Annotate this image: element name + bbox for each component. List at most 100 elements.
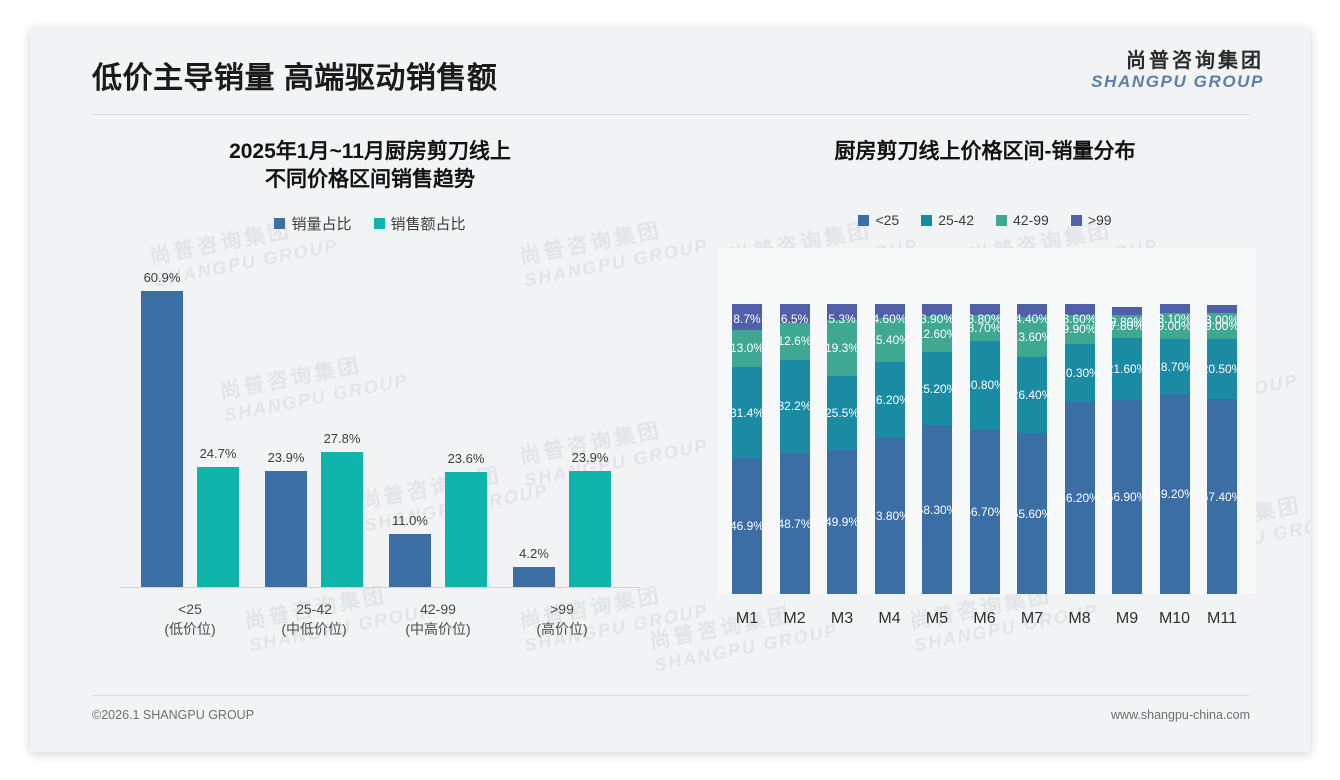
- legend-item-42-99[interactable]: 42-99: [996, 212, 1049, 228]
- stack-segment-value-label: 66.90%: [1106, 490, 1148, 505]
- stack-segment->99: 3.60%: [1062, 304, 1097, 326]
- stack-segment-value-label: 25.20%: [916, 381, 958, 396]
- stack-segment-25-42: 21.60%: [1107, 337, 1147, 401]
- stack-segment-<25: 53.80%: [869, 438, 910, 595]
- stack-segment-value-label: 69.20%: [1154, 487, 1195, 501]
- stacked-bar-M9[interactable]: 66.90% 21.60% 7.80% 2.80%: [1107, 304, 1147, 595]
- bar-销量占比-25-42[interactable]: 23.9%: [265, 258, 307, 587]
- x-axis-label-42-99: 42-99 (中高价位): [382, 599, 494, 640]
- legend-item-销量占比[interactable]: 销量占比: [274, 213, 352, 234]
- legend-label: >99: [1087, 212, 1112, 229]
- footer-copyright: ©2026.1 SHANGPU GROUP: [92, 708, 255, 722]
- bar-rect: [445, 471, 487, 587]
- stack-segment-25-42: 25.20%: [917, 352, 957, 426]
- bar-销量占比->99[interactable]: 4.2%: [513, 258, 555, 587]
- legend-item->99[interactable]: >99: [1070, 212, 1112, 229]
- bar-销售额占比->99[interactable]: 23.9%: [569, 258, 611, 587]
- stacked-bar-M3[interactable]: 49.9% 25.5% 19.3% 5.3%: [825, 304, 859, 595]
- stack-segment-<25: 46.9%: [729, 458, 765, 595]
- bar-rect: [321, 451, 363, 587]
- legend-swatch-icon: [921, 214, 933, 226]
- left-chart-title-line2: 不同价格区间销售趋势: [265, 168, 475, 192]
- stacked-bar-M5[interactable]: 58.30% 25.20% 12.60% 3.90%: [917, 304, 957, 595]
- stack-segment-value-label: 9.00%: [1157, 319, 1192, 334]
- x-axis-label-M9: M9: [1115, 610, 1139, 628]
- bar-销售额占比-<25[interactable]: 24.7%: [197, 258, 239, 587]
- stacked-bar-M4[interactable]: 53.80% 26.20% 15.40% 4.60%: [869, 304, 910, 595]
- stacked-bar-M2[interactable]: 48.7% 32.2% 12.6% 6.5%: [777, 304, 812, 595]
- bar-销量占比-42-99[interactable]: 11.0%: [389, 258, 431, 587]
- legend-item-销售额占比[interactable]: 销售额占比: [373, 213, 466, 234]
- footer-website: www.shangpu-china.com: [1111, 708, 1250, 722]
- stack-segment-value-label: 58.30%: [916, 502, 958, 517]
- bar-group->99: 4.2% 23.9%: [506, 258, 618, 587]
- bar-销售额占比-42-99[interactable]: 23.6%: [445, 258, 487, 587]
- stack-segment-value-label: 3.00%: [1204, 312, 1240, 327]
- x-axis-label-M6: M6: [973, 610, 996, 628]
- right-chart-legend: <25 25-42 42-99 >99: [690, 212, 1280, 228]
- x-axis-label-M4: M4: [878, 610, 901, 628]
- stack-segment-value-label: 67.40%: [1201, 489, 1243, 504]
- bar-value-label: 60.9%: [143, 269, 181, 285]
- stack-segment-<25: 55.60%: [1012, 433, 1052, 595]
- stack-segment-<25: 49.9%: [825, 449, 859, 595]
- legend-swatch-icon: [996, 214, 1007, 226]
- legend-item-<25[interactable]: <25: [858, 212, 899, 228]
- stack-segment-25-42: 32.2%: [777, 359, 812, 454]
- bar-销量占比-<25[interactable]: 60.9%: [141, 258, 183, 587]
- stack-segment->99: 2.80%: [1110, 307, 1144, 329]
- x-axis-label-range: 42-99: [420, 601, 456, 618]
- stack-segment-value-label: 21.60%: [1106, 362, 1148, 377]
- legend-item-25-42[interactable]: 25-42: [921, 212, 974, 228]
- stack-segment->99: 3.80%: [967, 304, 1002, 326]
- stack-segment-value-label: 48.7%: [777, 516, 812, 531]
- stack-segment-value-label: 2.80%: [1109, 315, 1145, 329]
- x-axis-label-25-42: 25-42 (中低价位): [258, 599, 370, 640]
- stack-segment-25-42: 30.80%: [964, 340, 1005, 430]
- bar-value-label: 23.9%: [571, 449, 609, 465]
- stack-segment-value-label: 7.80%: [1109, 319, 1145, 334]
- x-axis-label-M7: M7: [1020, 610, 1044, 628]
- logo-english-text: SHANGPU GROUP: [1091, 72, 1264, 91]
- stack-segment->99: 3.00%: [1205, 304, 1239, 327]
- x-axis-label-M3: M3: [830, 610, 854, 628]
- stack-segment-25-42: 31.4%: [729, 367, 765, 459]
- stack-segment->99: 4.40%: [1015, 304, 1049, 326]
- stack-segment-42-99: 12.60%: [917, 315, 957, 353]
- stack-segment-value-label: 18.70%: [1154, 359, 1195, 374]
- left-chart-area: 60.9% 24.7% 23.9% 27.8% 11.0% 23.6% 4.2% 23.9% …: [90, 252, 650, 642]
- stack-segment-25-42: 25.5%: [825, 375, 859, 450]
- stacked-bar-M11[interactable]: 67.40% 20.50% 9.00% 3.00%: [1202, 304, 1242, 595]
- stacked-bar-M6[interactable]: 56.70% 30.80% 8.70% 3.80%: [964, 304, 1005, 595]
- stacked-bar-M8[interactable]: 66.20% 20.30% 9.90% 3.60%: [1059, 304, 1100, 595]
- stack-segment-value-label: 26.40%: [1011, 387, 1053, 402]
- stack-segment-25-42: 26.20%: [869, 362, 910, 439]
- stack-segment-25-42: 20.30%: [1059, 343, 1100, 403]
- stacked-bar-M1[interactable]: 46.9% 31.4% 13.0% 8.7%: [729, 304, 765, 595]
- right-chart-title: 厨房剪刀线上价格区间-销量分布: [834, 140, 1136, 163]
- stack-segment-value-label: 20.30%: [1059, 365, 1100, 380]
- bar-销售额占比-25-42[interactable]: 27.8%: [321, 258, 363, 587]
- stack-segment->99: 6.5%: [779, 304, 810, 326]
- left-chart-title-line1: 2025年1月~11月厨房剪刀线上: [229, 140, 511, 163]
- right-chart-panel: 厨房剪刀线上价格区间-销量分布 <25 25-42 42-99 >99 46.9% 31…: [690, 138, 1280, 636]
- slide-canvas: 低价主导销量 高端驱动销售额 尚普咨询集团 SHANGPU GROUP 尚普咨询…: [30, 28, 1310, 752]
- stack-segment-42-99: 9.00%: [1157, 313, 1192, 340]
- header-divider: [92, 114, 1250, 115]
- stack-segment-value-label: 3.90%: [919, 312, 955, 327]
- stack-segment->99: 5.3%: [827, 304, 857, 326]
- stack-segment-25-42: 26.40%: [1012, 356, 1052, 434]
- stack-segment->99: 3.90%: [920, 304, 954, 326]
- x-axis-label-M1: M1: [735, 610, 759, 628]
- stacked-bar-M10[interactable]: 69.20% 18.70% 9.00% 3.10%: [1154, 304, 1195, 595]
- stack-segment-<25: 66.20%: [1059, 402, 1100, 595]
- stack-segment-value-label: 53.80%: [869, 509, 910, 524]
- stacked-bar-M7[interactable]: 55.60% 26.40% 13.60% 4.40%: [1012, 304, 1052, 595]
- bar-rect: [513, 566, 555, 587]
- stack-segment-value-label: 8.7%: [733, 312, 761, 327]
- bar-group-25-42: 23.9% 27.8%: [258, 258, 370, 587]
- left-chart-panel: 2025年1月~11月厨房剪刀线上 不同价格区间销售趋势 销量占比 销售额占比 6…: [70, 138, 670, 642]
- stack-segment-value-label: 46.9%: [729, 519, 765, 534]
- stack-segment-value-label: 31.4%: [729, 405, 765, 420]
- brand-logo: 尚普咨询集团 SHANGPU GROUP: [1091, 50, 1264, 92]
